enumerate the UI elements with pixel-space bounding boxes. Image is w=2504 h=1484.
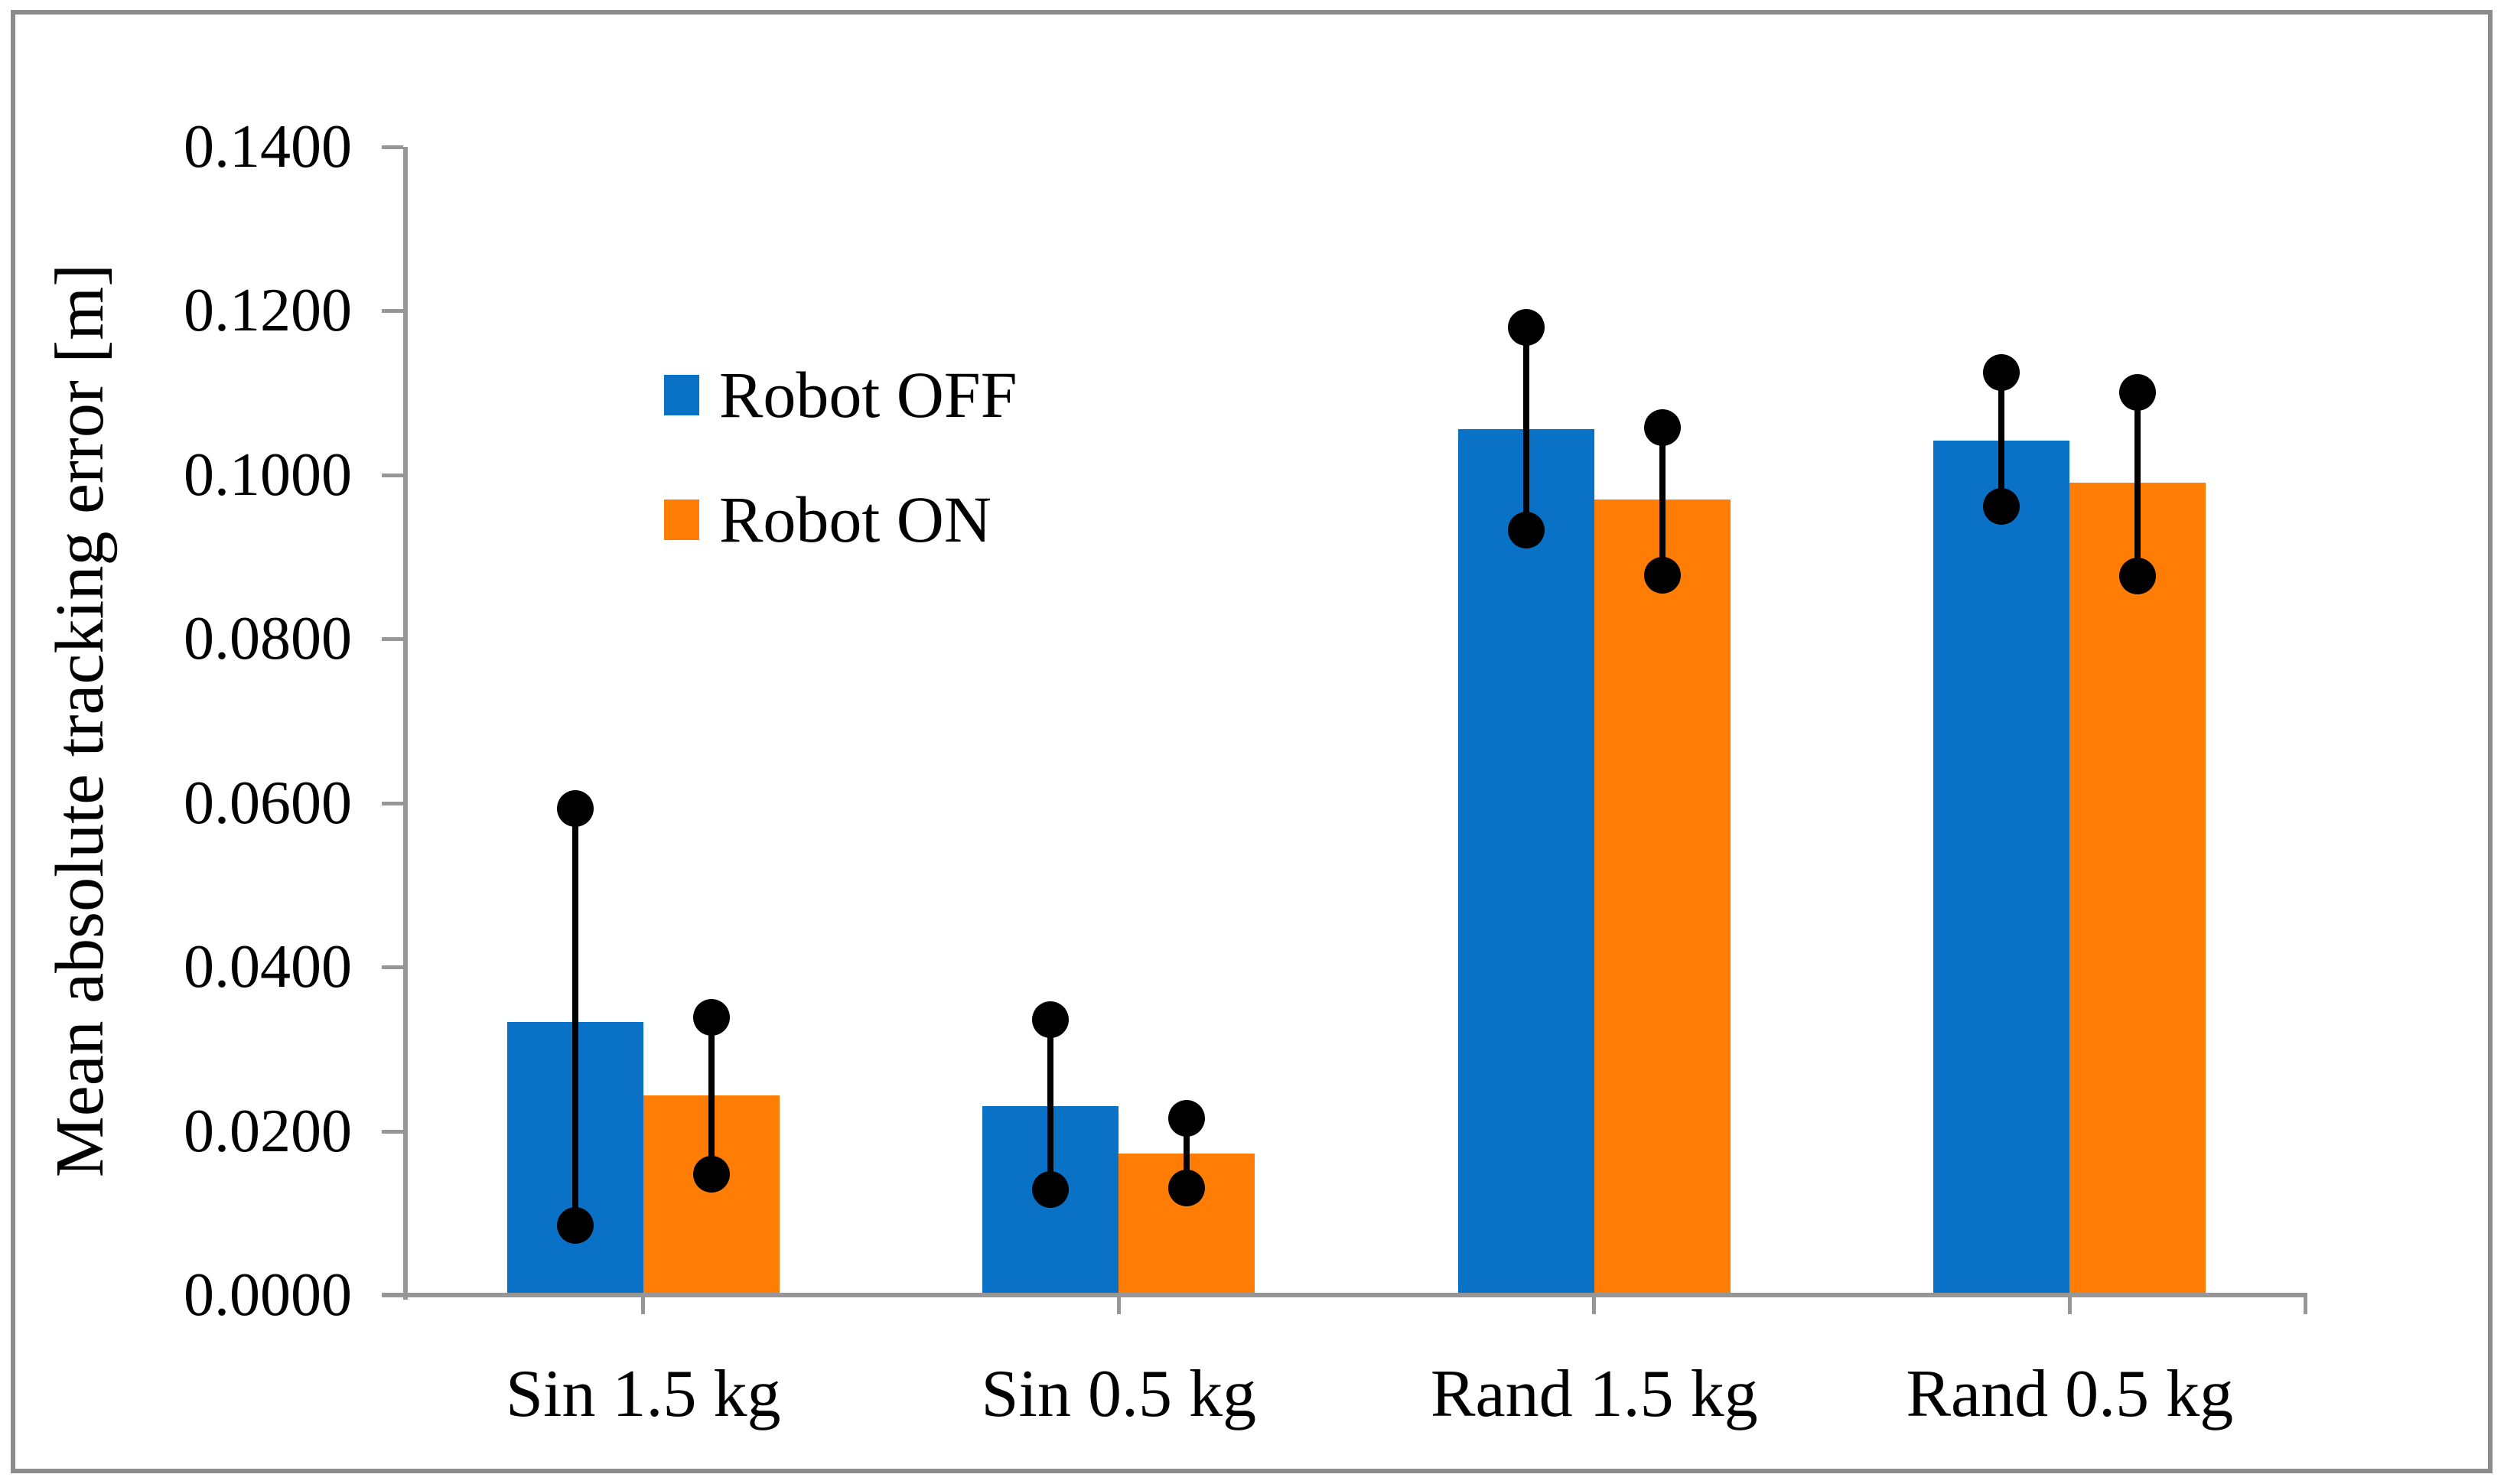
error-whisker-robot-off bbox=[1998, 372, 2005, 506]
error-whisker-robot-off bbox=[571, 809, 578, 1225]
error-whisker-robot-on bbox=[708, 1017, 715, 1175]
y-axis-line bbox=[403, 147, 408, 1300]
error-dot-high-robot-off bbox=[1983, 353, 2020, 391]
error-whisker-robot-on bbox=[1659, 427, 1666, 575]
y-axis-tick bbox=[382, 637, 403, 642]
error-dot-low-robot-on bbox=[2119, 557, 2157, 594]
error-whisker-robot-on bbox=[2134, 392, 2141, 576]
error-dot-high-robot-off bbox=[1032, 1001, 1070, 1038]
y-tick-label: 0.1000 bbox=[184, 441, 352, 509]
error-dot-low-robot-off bbox=[1507, 511, 1545, 548]
error-dot-low-robot-on bbox=[1643, 556, 1681, 594]
error-dot-high-robot-on bbox=[1643, 408, 1681, 446]
error-dot-low-robot-off bbox=[1032, 1170, 1070, 1208]
error-dot-low-robot-off bbox=[556, 1206, 594, 1244]
error-dot-high-robot-on bbox=[692, 998, 730, 1036]
y-axis-tick bbox=[382, 965, 403, 970]
x-category-label: Rand 0.5 kg bbox=[1906, 1357, 2234, 1431]
legend-entry-robot-on: Robot ON bbox=[664, 474, 992, 565]
y-tick-label: 0.0600 bbox=[184, 769, 352, 837]
x-category-label: Rand 1.5 kg bbox=[1430, 1357, 1758, 1431]
figure-border bbox=[11, 10, 2493, 1473]
x-axis-tick bbox=[641, 1297, 646, 1314]
x-axis-end-tick bbox=[2304, 1297, 2307, 1314]
y-axis-tick bbox=[382, 1129, 403, 1134]
x-axis-tick bbox=[1592, 1297, 1597, 1314]
bar-robot-on bbox=[2069, 482, 2206, 1293]
legend-label-robot-off: Robot OFF bbox=[719, 358, 1018, 431]
error-whisker-robot-off bbox=[1047, 1019, 1054, 1189]
error-dot-low-robot-on bbox=[692, 1156, 730, 1193]
bar-robot-off bbox=[1457, 428, 1594, 1293]
error-whisker-robot-on bbox=[1184, 1118, 1190, 1188]
y-axis-tick bbox=[382, 473, 403, 477]
y-tick-label: 0.0200 bbox=[184, 1097, 352, 1165]
y-tick-label: 0.1400 bbox=[184, 113, 352, 181]
error-whisker-robot-off bbox=[1522, 327, 1529, 530]
x-category-label: Sin 0.5 kg bbox=[981, 1357, 1256, 1431]
error-dot-low-robot-on bbox=[1168, 1169, 1206, 1206]
error-dot-high-robot-on bbox=[2119, 373, 2157, 411]
legend-swatch-robot-off bbox=[664, 374, 699, 415]
error-dot-high-robot-on bbox=[1168, 1100, 1206, 1137]
error-dot-low-robot-off bbox=[1983, 487, 2020, 525]
y-axis-tick bbox=[382, 309, 403, 314]
y-axis-tick bbox=[382, 1294, 403, 1297]
bar-robot-off bbox=[1933, 440, 2070, 1293]
error-dot-high-robot-off bbox=[556, 790, 594, 828]
legend-entry-robot-off: Robot OFF bbox=[664, 349, 1018, 441]
x-category-label: Sin 1.5 kg bbox=[506, 1357, 781, 1431]
legend-label-robot-on: Robot ON bbox=[719, 483, 992, 556]
y-tick-label: 0.0000 bbox=[184, 1261, 352, 1329]
y-axis-tick bbox=[382, 801, 403, 805]
x-axis-tick bbox=[1116, 1297, 1121, 1314]
y-tick-label: 0.0400 bbox=[184, 933, 352, 1001]
x-axis-line bbox=[382, 1293, 2307, 1297]
y-tick-label: 0.0800 bbox=[184, 605, 352, 673]
y-axis-tick bbox=[382, 145, 403, 149]
error-dot-high-robot-off bbox=[1507, 308, 1545, 346]
legend-swatch-robot-on bbox=[664, 499, 699, 540]
x-axis-tick bbox=[2067, 1297, 2072, 1314]
y-tick-label: 0.1200 bbox=[184, 277, 352, 345]
bar-robot-on bbox=[1594, 500, 1731, 1293]
